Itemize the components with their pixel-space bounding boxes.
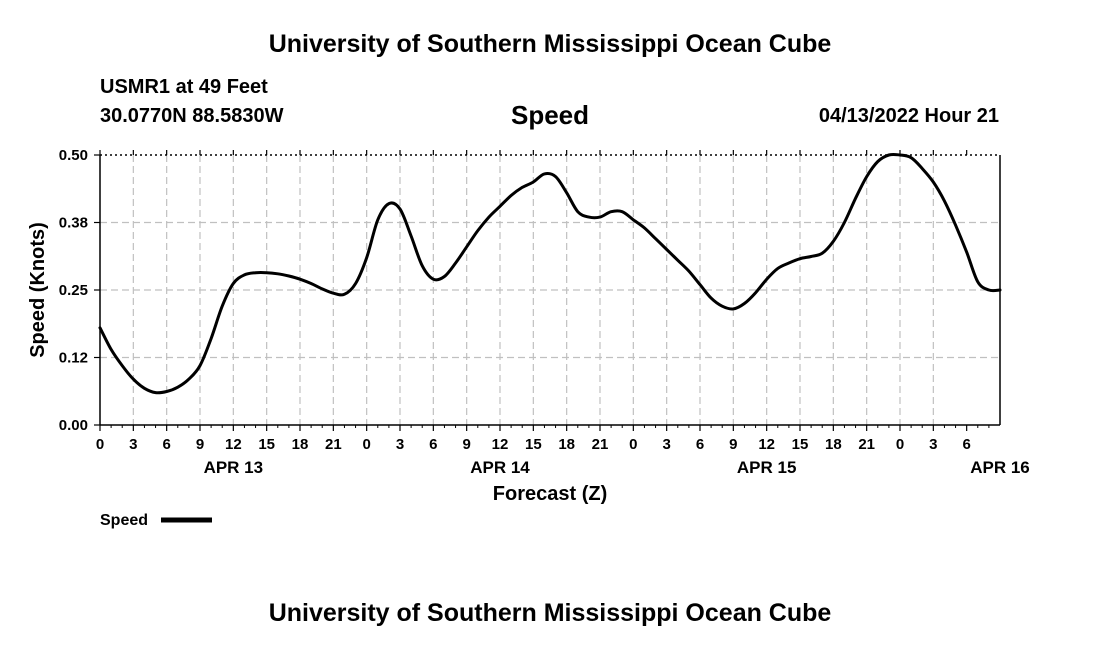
- x-tick-label: 12: [225, 436, 242, 453]
- x-tick-label: 3: [929, 436, 937, 453]
- x-tick-label: 15: [792, 436, 809, 453]
- x-tick-label: 18: [292, 436, 309, 453]
- x-tick-label: 6: [429, 436, 437, 453]
- y-tick-label: 0.50: [59, 147, 88, 164]
- date-label: APR 16: [970, 458, 1030, 477]
- y-tick-label: 0.38: [59, 215, 88, 232]
- x-tick-label: 21: [592, 436, 609, 453]
- x-tick-label: 3: [662, 436, 670, 453]
- x-axis-label: Forecast (Z): [493, 483, 607, 505]
- legend-label: Speed: [100, 512, 148, 529]
- x-tick-label: 21: [325, 436, 342, 453]
- y-tick-label: 0.00: [59, 417, 88, 434]
- x-tick-label: 15: [258, 436, 275, 453]
- date-label: APR 15: [737, 458, 797, 477]
- x-tick-label: 0: [96, 436, 104, 453]
- x-tick-label: 0: [629, 436, 637, 453]
- chart-title: Speed: [510, 100, 590, 130]
- x-tick-label: 9: [196, 436, 204, 453]
- y-tick-label: 0.12: [59, 350, 88, 367]
- station-label: USMR1 at 49 Feet: [100, 76, 268, 98]
- x-tick-label: 9: [462, 436, 470, 453]
- speed-chart: 0 3 6 9 12 15 18 21 0 3 6 9 12 15 18 21 0 3 6 9 12 15 18 21 0 3 6 0…: [27, 147, 1030, 529]
- date-label: APR 13: [204, 458, 264, 477]
- x-tick-label: 12: [492, 436, 509, 453]
- series-line-speed: [98, 152, 1002, 395]
- x-tick-label: 0: [896, 436, 904, 453]
- station-coordinates: 30.0770N 88.5830W: [100, 105, 284, 127]
- x-tick-label: 18: [825, 436, 842, 453]
- x-tick-label: 3: [129, 436, 137, 453]
- x-tick-label: 9: [729, 436, 737, 453]
- x-tick-label: 21: [858, 436, 875, 453]
- x-tick-label: 3: [396, 436, 404, 453]
- x-tick-label: 6: [696, 436, 704, 453]
- forecast-datetime: 04/13/2022 Hour 21: [818, 105, 999, 127]
- x-tick-label: 12: [758, 436, 775, 453]
- x-tick-label: 0: [362, 436, 370, 453]
- y-axis-label: Speed (Knots): [27, 222, 49, 358]
- x-tick-label: 6: [962, 436, 970, 453]
- footer-title: University of Southern Mississippi Ocean…: [268, 599, 832, 627]
- page-title: University of Southern Mississippi Ocean…: [268, 30, 832, 58]
- date-label: APR 14: [470, 458, 530, 477]
- x-tick-label: 15: [525, 436, 542, 453]
- x-tick-label: 18: [558, 436, 575, 453]
- x-tick-label: 6: [162, 436, 170, 453]
- y-tick-label: 0.25: [59, 282, 88, 299]
